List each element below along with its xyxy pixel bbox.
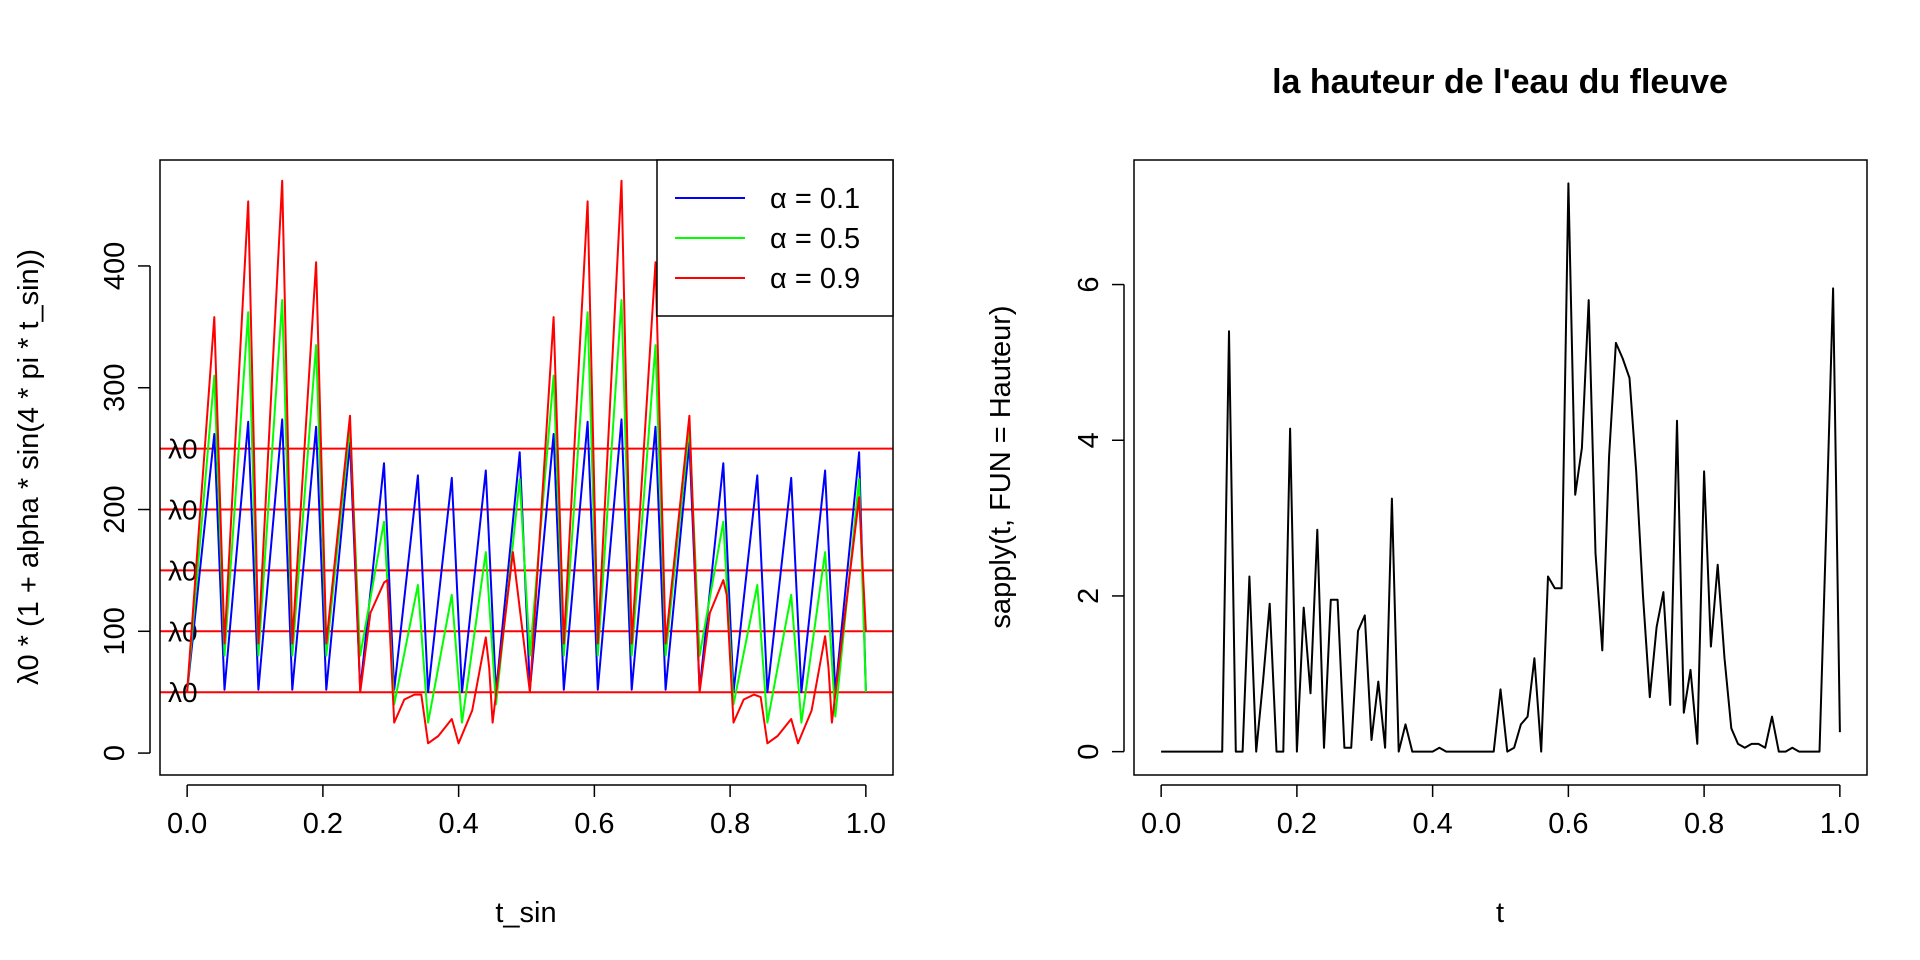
left-y-tick-label-0: 0: [99, 745, 131, 761]
right-plot-frame: [1133, 159, 1868, 776]
right-x-axis: 0.0 0.2 0.4 0.6 0.8 1.0: [1141, 784, 1860, 840]
left-plot-frame: [159, 159, 894, 776]
left-x-tick-label-4: 0.8: [710, 808, 750, 840]
right-y-axis-label: sapply(t, FUN = Hauteur): [985, 305, 1017, 628]
left-x-tick-label-3: 0.6: [574, 808, 614, 840]
left-series-group: [186, 179, 867, 745]
right-x-tick-label-3: 0.6: [1548, 808, 1588, 840]
left-x-axis: 0.0 0.2 0.4 0.6 0.8 1.0: [167, 784, 886, 840]
left-series-line-2: [186, 179, 867, 745]
left-hline-label-0: λ0: [168, 677, 198, 708]
left-y-axis-label: λ0 * (1 + alpha * sin(4 * pi * t_sin)): [13, 249, 45, 685]
left-legend: α = 0.1 α = 0.5 α = 0.9: [656, 159, 894, 317]
left-hline-label-2: λ0: [168, 555, 198, 586]
left-x-axis-label: t_sin: [495, 897, 556, 929]
legend-label-0: α = 0.1: [770, 183, 860, 215]
left-y-tick-label-3: 300: [99, 364, 131, 412]
left-y-tick-label-1: 100: [99, 607, 131, 655]
left-hline-label-4: λ0: [168, 434, 198, 465]
right-x-tick-label-1: 0.2: [1277, 808, 1317, 840]
right-y-tick-label-3: 6: [1073, 276, 1105, 292]
left-y-tick-label-4: 400: [99, 242, 131, 290]
right-y-tick-label-2: 4: [1073, 432, 1105, 448]
left-x-tick-label-2: 0.4: [438, 808, 478, 840]
right-series-line-0: [1161, 182, 1841, 753]
right-x-tick-label-5: 1.0: [1820, 808, 1860, 840]
right-x-axis-label: t: [1496, 897, 1504, 929]
right-y-tick-label-0: 0: [1073, 744, 1105, 760]
right-chart-title: la hauteur de l'eau du fleuve: [1272, 63, 1728, 101]
right-x-tick-label-4: 0.8: [1684, 808, 1724, 840]
left-x-tick-label-5: 1.0: [846, 808, 886, 840]
right-x-tick-label-0: 0.0: [1141, 808, 1181, 840]
legend-label-1: α = 0.5: [770, 223, 860, 255]
right-series-group: [1161, 182, 1841, 753]
left-x-tick-label-0: 0.0: [167, 808, 207, 840]
left-y-axis: 0 100 200 300 400: [99, 242, 151, 761]
right-y-axis: 0 2 4 6: [1073, 276, 1125, 760]
left-hline-label-3: λ0: [168, 495, 198, 526]
left-x-tick-label-1: 0.2: [303, 808, 343, 840]
legend-label-2: α = 0.9: [770, 263, 860, 295]
right-y-tick-label-1: 2: [1073, 588, 1105, 604]
chart-panel-right: la hauteur de l'eau du fleuve 0.0 0.2 0.4 0…: [985, 63, 1868, 929]
right-x-tick-label-2: 0.4: [1412, 808, 1452, 840]
left-y-tick-label-2: 200: [99, 485, 131, 533]
left-series-line-1: [186, 299, 867, 724]
